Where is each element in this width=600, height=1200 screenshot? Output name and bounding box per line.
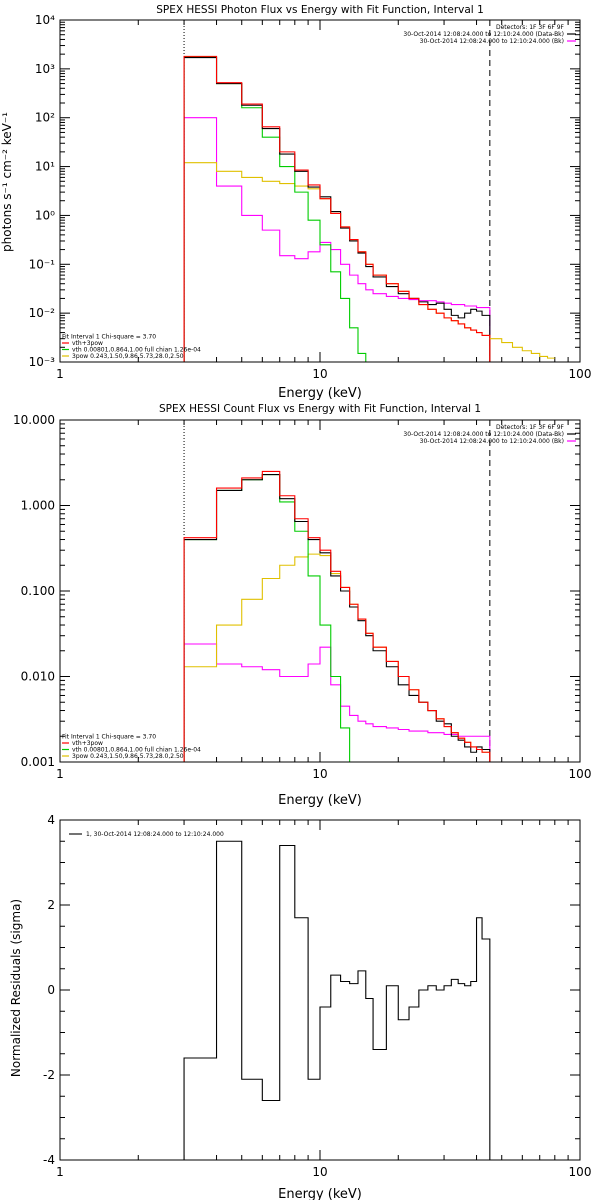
y-tick-label: 0 bbox=[47, 983, 55, 997]
x-tick-label: 100 bbox=[569, 767, 592, 781]
legend-bottom-entry: 3pow 0.243,1.50,9.86,5.73,28.0,2.50 bbox=[72, 753, 184, 760]
y-axis-label: Normalized Residuals (sigma) bbox=[9, 899, 23, 1077]
x-tick-label: 1 bbox=[56, 1165, 64, 1179]
y-tick-label: -2 bbox=[43, 1068, 55, 1082]
y-axis-label: photons s⁻¹ cm⁻² keV⁻¹ bbox=[0, 112, 14, 252]
y-tick-label: 10⁴ bbox=[35, 13, 55, 27]
legend-bottom-entry: 3pow 0.243,1.50,9.86,5.73,28.0,2.50 bbox=[72, 353, 184, 360]
series-vth-3pow bbox=[183, 55, 491, 362]
chart-title: SPEX HESSI Photon Flux vs Energy with Fi… bbox=[156, 4, 484, 16]
plot-area: 1 10 100 0.001 0.010 0.100 1.000 10.000 Detector… bbox=[13, 413, 591, 781]
panel-photon-flux: SPEX HESSI Photon Flux vs Energy with Fi… bbox=[0, 4, 591, 401]
x-axis-label: Energy (keV) bbox=[278, 386, 362, 401]
x-tick-label: 100 bbox=[569, 1165, 592, 1179]
y-tick-label: 10⁻¹ bbox=[29, 257, 56, 271]
y-tick-label: 0.100 bbox=[21, 584, 55, 598]
legend-bottom-entry: vth+3pow bbox=[72, 340, 103, 347]
legend-bottom-entry: vth+3pow bbox=[72, 740, 103, 747]
panel-count-flux: SPEX HESSI Count Flux vs Energy with Fit… bbox=[13, 403, 591, 808]
series-background bbox=[183, 117, 491, 362]
series-background bbox=[183, 643, 491, 762]
x-axis-label: Energy (keV) bbox=[278, 1187, 362, 1200]
y-tick-label: 1.000 bbox=[21, 499, 55, 513]
x-tick-label: 1 bbox=[56, 767, 64, 781]
plot-area: 1 10 100 -4 -2 0 2 4 1, 30-Oct-2014 12:08:24.000… bbox=[43, 813, 591, 1179]
x-tick-label: 10 bbox=[312, 767, 327, 781]
plot-frame bbox=[59, 419, 581, 763]
series-data bbox=[183, 57, 491, 362]
legend-top-entry: 30-Oct-2014 12:08:24.000 to 12:10:24.000… bbox=[403, 431, 564, 438]
series-group bbox=[183, 55, 555, 362]
y-tick-label: 10¹ bbox=[35, 160, 55, 174]
series-data bbox=[183, 474, 491, 762]
legend-bottom-entry: Fit Interval 1 Chi-square = 3.70 bbox=[62, 734, 156, 741]
y-tick-label: 10.000 bbox=[13, 413, 55, 427]
legend-bottom-entry: vth 0.00801,0.864,1.00 full chian 1.26e-… bbox=[72, 747, 201, 754]
y-tick-label: 0.001 bbox=[21, 755, 55, 769]
legend-entry: 1, 30-Oct-2014 12:08:24.000 to 12:10:24.… bbox=[86, 831, 224, 838]
legend-bottom-entry: vth 0.00801,0.864,1.00 full chian 1.26e-… bbox=[72, 347, 201, 354]
y-tick-label: 2 bbox=[47, 898, 55, 912]
x-axis-label: Energy (keV) bbox=[278, 793, 362, 808]
y-tick-label: -4 bbox=[43, 1153, 55, 1167]
series-3pow-extension bbox=[489, 338, 555, 359]
plot-frame bbox=[59, 19, 581, 363]
y-tick-label: 10⁰ bbox=[35, 208, 55, 222]
legend-top-entry: 30-Oct-2014 12:08:24.000 to 12:10:24.000… bbox=[420, 438, 564, 445]
chart-title: SPEX HESSI Count Flux vs Energy with Fit… bbox=[159, 403, 481, 415]
legend-top-entry: 30-Oct-2014 12:08:24.000 to 12:10:24.000… bbox=[420, 38, 564, 45]
legend-bottom-entry: Fit Interval 1 Chi-square = 3.70 bbox=[62, 334, 156, 341]
y-tick-label: 0.010 bbox=[21, 670, 55, 684]
x-tick-label: 1 bbox=[56, 367, 64, 381]
series-group bbox=[183, 470, 491, 762]
y-tick-label: 10⁻² bbox=[29, 306, 56, 320]
plot-frame bbox=[59, 819, 581, 1161]
y-tick-label: 10³ bbox=[35, 62, 55, 76]
series-group bbox=[183, 840, 491, 1160]
x-tick-label: 100 bbox=[569, 367, 592, 381]
y-tick-label: 10⁻³ bbox=[29, 355, 56, 369]
y-tick-label: 4 bbox=[47, 813, 55, 827]
y-tick-label: 10² bbox=[35, 111, 55, 125]
series-residuals bbox=[183, 840, 491, 1160]
x-tick-label: 10 bbox=[312, 1165, 327, 1179]
series-vth-3pow bbox=[183, 470, 491, 762]
legend-top-entry: 30-Oct-2014 12:08:24.000 to 12:10:24.000… bbox=[403, 31, 564, 38]
x-tick-label: 10 bbox=[312, 367, 327, 381]
legend-top-entry: Detectors: 1F 3F 6F 9F bbox=[496, 424, 565, 431]
panel-residuals: Normalized Residuals (sigma) Energy (keV… bbox=[9, 813, 591, 1200]
legend-top-entry: Detectors: 1F 3F 6F 9F bbox=[496, 24, 565, 31]
plot-area: 1 10 100 10⁻³ 10⁻² 10⁻¹ 10⁰ 10¹ 10² 10³ 10⁴ Detecto… bbox=[29, 13, 592, 381]
